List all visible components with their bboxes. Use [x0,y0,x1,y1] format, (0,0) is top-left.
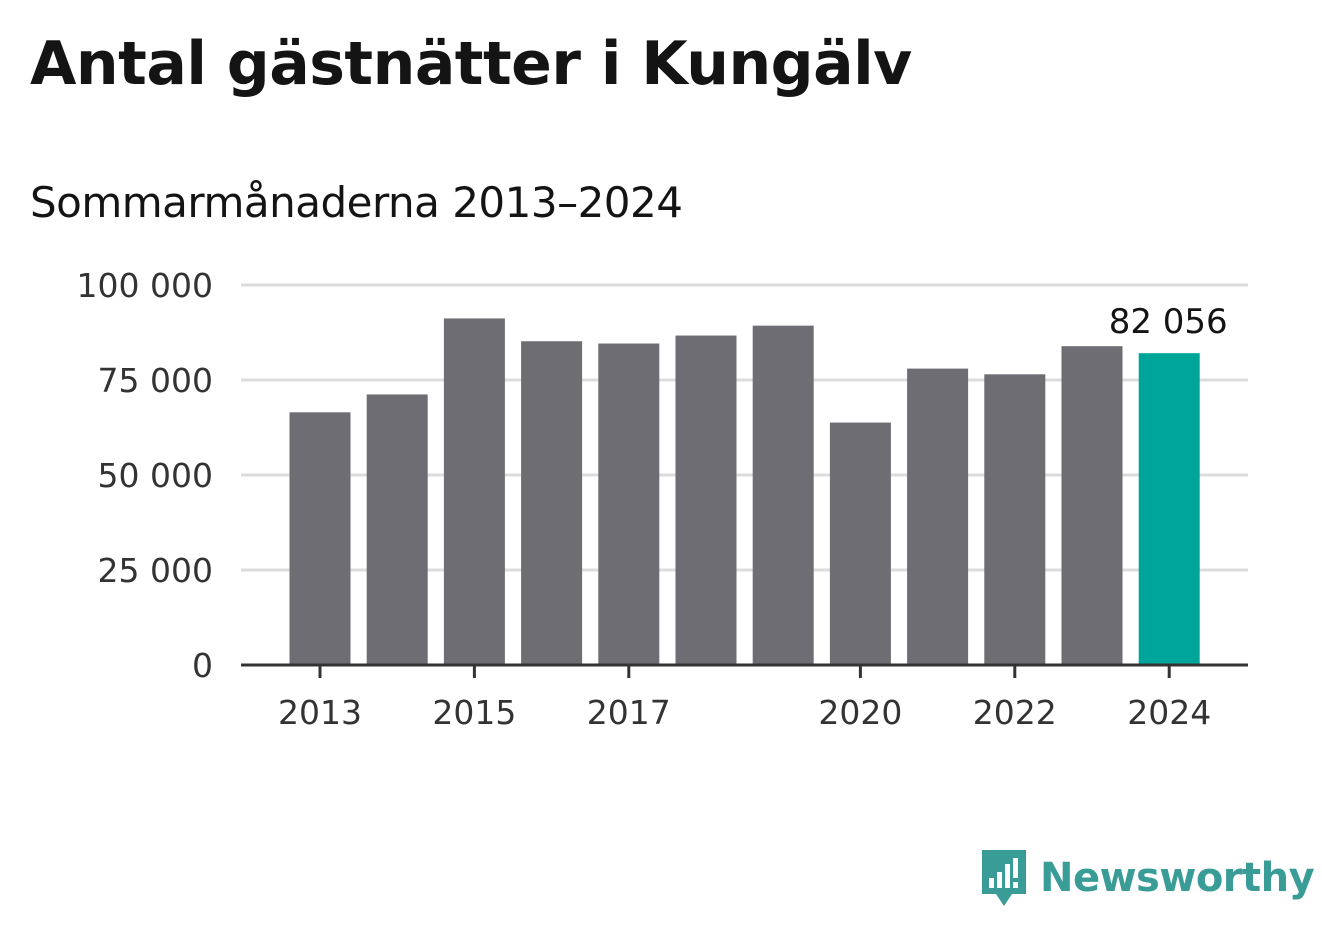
x-tick-label: 2013 [278,693,362,732]
y-tick-label: 0 [192,646,213,685]
x-tick-label: 2020 [818,693,902,732]
x-tick-label: 2024 [1127,693,1211,732]
bar [752,325,814,665]
x-tick-label: 2015 [432,693,516,732]
chart-subtitle: Sommarmånaderna 2013–2024 [30,178,683,227]
bar [829,422,891,665]
brand-logo: Newsworthy [980,848,1315,908]
bar-chart-speech-bubble-icon [982,850,1026,906]
bar [1138,353,1200,665]
chart-title: Antal gästnätter i Kungälv [30,29,912,99]
bar [675,335,737,665]
bar [984,374,1046,665]
bar [521,341,583,665]
x-tick-label: 2017 [587,693,671,732]
y-tick-label: 100 000 [77,266,213,305]
bar [907,368,969,665]
x-tick-label: 2022 [973,693,1057,732]
bar [598,343,660,665]
data-label: 82 056 [1109,302,1228,342]
bar [443,318,505,665]
brand-name: Newsworthy [1040,855,1315,901]
y-tick-label: 75 000 [98,361,213,400]
bar [289,412,351,665]
y-tick-label: 25 000 [98,551,213,590]
y-tick-label: 50 000 [98,456,213,495]
bar [366,394,428,665]
bar [1061,346,1123,665]
